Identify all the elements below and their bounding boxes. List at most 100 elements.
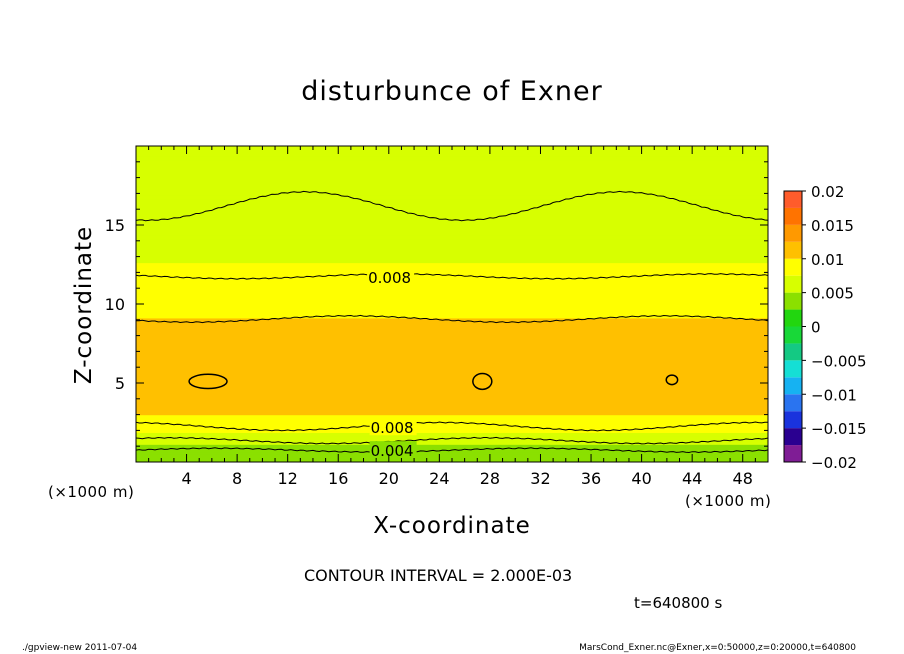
field-band bbox=[136, 223, 768, 226]
closed-contour bbox=[188, 373, 228, 390]
field-band bbox=[136, 410, 768, 414]
field-band bbox=[136, 155, 768, 159]
field-band bbox=[136, 414, 768, 418]
field-band bbox=[136, 270, 768, 273]
colorbar-label: −0.015 bbox=[811, 420, 867, 438]
field-band bbox=[136, 365, 768, 368]
field-band bbox=[136, 404, 768, 408]
field-band bbox=[136, 248, 768, 252]
field-band bbox=[136, 266, 768, 270]
field-band bbox=[136, 221, 768, 224]
field-band bbox=[136, 258, 768, 262]
field-band bbox=[136, 454, 768, 457]
field-band bbox=[136, 343, 768, 347]
field-band bbox=[136, 209, 768, 212]
field-band bbox=[136, 355, 768, 358]
field-band bbox=[136, 304, 768, 307]
field-band bbox=[136, 317, 768, 321]
field-band bbox=[136, 390, 768, 394]
field-band bbox=[136, 375, 768, 378]
field-band bbox=[136, 302, 768, 305]
field-band bbox=[136, 195, 768, 198]
field-band bbox=[136, 384, 768, 388]
colorbar: 0.02 0.015 0.01 0.005 0 −0.005 −0.01 −0.015 −0.0… bbox=[783, 183, 867, 472]
field-band bbox=[136, 412, 768, 416]
field-band bbox=[136, 398, 768, 402]
field-band bbox=[136, 278, 768, 281]
field-band bbox=[136, 371, 768, 374]
field-band bbox=[136, 183, 768, 187]
field-band bbox=[136, 359, 768, 362]
field-band bbox=[136, 205, 768, 208]
field-band bbox=[136, 323, 768, 327]
field-band bbox=[136, 260, 768, 264]
footer-program: ./gpview-new 2011-07-04 bbox=[22, 643, 138, 653]
field-band bbox=[136, 418, 768, 422]
colorbar-label: 0.02 bbox=[811, 183, 844, 201]
colorbar-label: 0.015 bbox=[811, 217, 854, 235]
field-band bbox=[136, 349, 768, 352]
field-band bbox=[136, 325, 768, 329]
contour-label: 0.008 bbox=[368, 269, 411, 287]
y-tick-label: 15 bbox=[105, 216, 125, 235]
field-band bbox=[136, 450, 768, 453]
field-band bbox=[136, 282, 768, 285]
field-band bbox=[136, 298, 768, 301]
field-band bbox=[136, 345, 768, 349]
field-band bbox=[136, 446, 768, 449]
colorbar-label: −0.005 bbox=[811, 352, 867, 370]
field-band bbox=[136, 300, 768, 303]
colorbar-label: 0.01 bbox=[811, 251, 844, 269]
field-band bbox=[136, 213, 768, 216]
x-tick-label: 20 bbox=[379, 469, 399, 488]
field-band bbox=[136, 424, 768, 428]
colorbar-swatch bbox=[784, 275, 802, 293]
y-axis: 5 10 15 bbox=[105, 145, 768, 463]
field-band bbox=[136, 430, 768, 433]
colorbar-label: 0.005 bbox=[811, 285, 854, 303]
field-band bbox=[136, 226, 768, 230]
field-band bbox=[136, 381, 768, 384]
field-band bbox=[136, 167, 768, 171]
field-band bbox=[136, 394, 768, 398]
x-tick-label: 36 bbox=[581, 469, 601, 488]
field-band bbox=[136, 416, 768, 420]
y-tick-label: 10 bbox=[105, 295, 125, 314]
field-band bbox=[136, 191, 768, 194]
field-band bbox=[136, 211, 768, 214]
field-band bbox=[136, 321, 768, 325]
x-tick-label: 40 bbox=[631, 469, 651, 488]
field-band bbox=[136, 351, 768, 354]
colorbar-swatch bbox=[784, 377, 802, 395]
field-band bbox=[136, 313, 768, 317]
field-band bbox=[136, 369, 768, 372]
field-band bbox=[136, 268, 768, 272]
colorbar-swatch bbox=[784, 394, 802, 412]
field-band bbox=[136, 165, 768, 169]
y-axis-label: Z-coordinate bbox=[71, 225, 97, 385]
field-band bbox=[136, 388, 768, 392]
x-axis-label: X-coordinate bbox=[373, 513, 531, 539]
x-unit-label-right: (×1000 m) bbox=[685, 492, 772, 510]
field-band bbox=[136, 444, 768, 447]
x-tick-label: 48 bbox=[733, 469, 753, 488]
field-band bbox=[136, 240, 768, 244]
field-band bbox=[136, 242, 768, 246]
field-band bbox=[136, 327, 768, 331]
field-band bbox=[136, 232, 768, 236]
field-band bbox=[136, 377, 768, 380]
field-band bbox=[136, 373, 768, 376]
field-band bbox=[136, 311, 768, 315]
field-band bbox=[136, 203, 768, 206]
colorbar-swatch bbox=[784, 326, 802, 344]
field-band bbox=[136, 244, 768, 248]
colorbar-swatch bbox=[784, 292, 802, 310]
field-band bbox=[136, 428, 768, 431]
field-band bbox=[136, 440, 768, 443]
field-band bbox=[136, 434, 768, 437]
field-band bbox=[136, 254, 768, 258]
field-band bbox=[136, 331, 768, 335]
field-band bbox=[136, 296, 768, 299]
field-band bbox=[136, 179, 768, 183]
